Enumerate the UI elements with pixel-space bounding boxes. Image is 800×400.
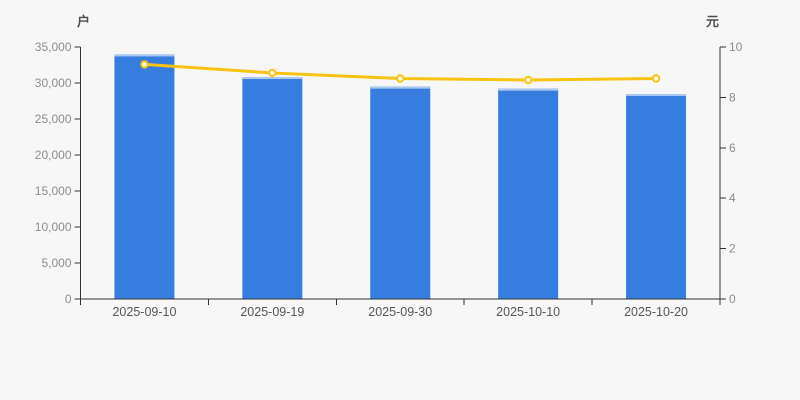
- right-axis-tick-label: 2: [729, 242, 736, 256]
- bar-top-edge: [242, 77, 303, 80]
- x-axis-label-2025-09-30: 2025-09-30: [368, 305, 432, 319]
- line-series-group: [140, 60, 661, 85]
- right-axis-unit-label: 元: [706, 14, 719, 29]
- right-axis-tick-label: 6: [729, 141, 736, 155]
- bar-2025-10-20[interactable]: [626, 94, 687, 300]
- x-axis-label-2025-09-19: 2025-09-19: [240, 305, 304, 319]
- price-point-2025-09-30[interactable]: [396, 74, 405, 83]
- bar-series-group: [114, 54, 687, 300]
- left-axis-tick-label: 20,000: [35, 148, 72, 162]
- price-point-2025-09-10[interactable]: [140, 60, 149, 69]
- bar-top-edge: [370, 86, 431, 89]
- x-axis-label-2025-10-20: 2025-10-20: [624, 305, 688, 319]
- left-axis-tick-label: 30,000: [35, 76, 72, 90]
- right-axis-tick-label: 0: [729, 292, 736, 306]
- x-axis-label-2025-10-10: 2025-10-10: [496, 305, 560, 319]
- price-point-2025-10-20[interactable]: [651, 74, 661, 83]
- right-axis-tick-label: 4: [729, 191, 736, 205]
- bar-2025-10-10[interactable]: [498, 88, 559, 299]
- left-axis-tick-label: 0: [65, 292, 72, 306]
- left-axis-tick-label: 25,000: [35, 112, 72, 126]
- price-point-2025-09-19[interactable]: [268, 68, 277, 78]
- left-axis-unit-label: 户: [77, 14, 90, 29]
- left-axis-tick-label: 35,000: [35, 40, 72, 54]
- bar-top-edge: [626, 94, 687, 97]
- bar-2025-09-30[interactable]: [370, 86, 431, 299]
- left-axis-tick-label: 5,000: [41, 256, 71, 270]
- axes-group: 0 5,000 10,000 15,000 20,000 25,000 30,000 35,0…: [35, 40, 743, 319]
- bar-top-edge: [498, 88, 559, 91]
- right-axis-tick-label: 10: [729, 40, 743, 54]
- x-axis-label-2025-09-10: 2025-09-10: [112, 305, 176, 319]
- right-axis-tick-label: 8: [729, 90, 736, 104]
- left-axis-tick-label: 15,000: [35, 184, 72, 198]
- price-point-2025-10-10[interactable]: [523, 75, 533, 85]
- left-axis-tick-label: 10,000: [35, 220, 72, 234]
- bar-2025-09-10[interactable]: [114, 54, 175, 299]
- bar-top-edge: [114, 54, 175, 57]
- bar-2025-09-19[interactable]: [242, 77, 303, 299]
